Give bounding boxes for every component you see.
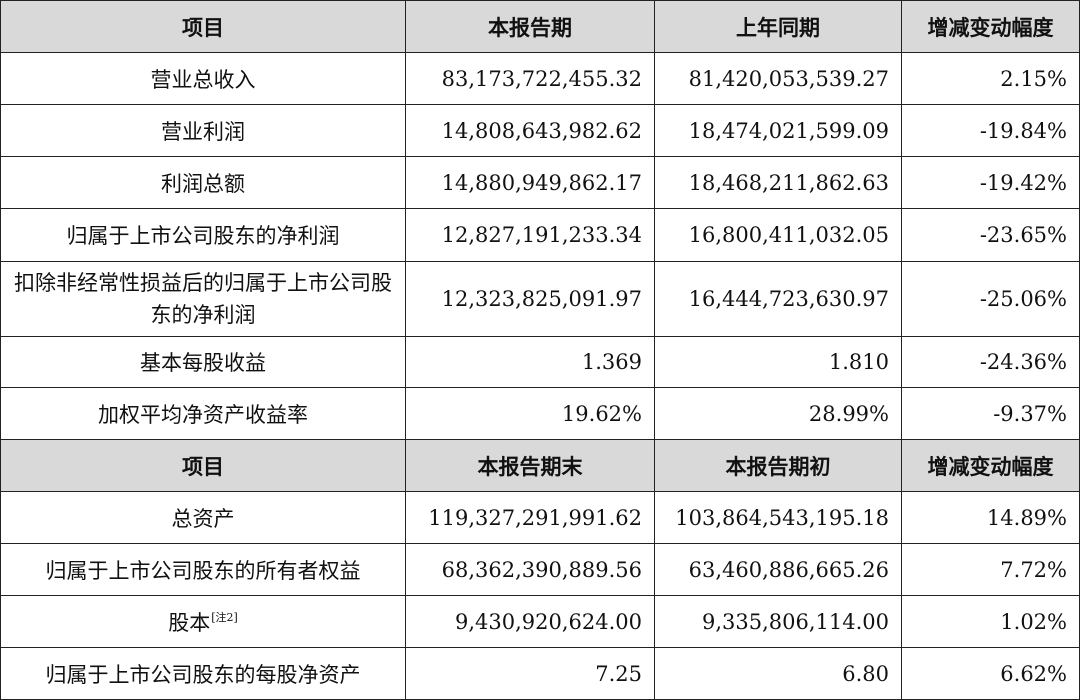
header-item: 项目 (0, 439, 406, 492)
prior-value: 18,474,021,599.09 (654, 104, 902, 157)
prior-value: 16,444,723,630.97 (654, 261, 902, 337)
change-rate: -19.84% (901, 104, 1080, 157)
change-rate: -19.42% (901, 156, 1080, 209)
row-label-share-capital: 股本[注2] (0, 595, 406, 648)
footnote-marker: [注2] (211, 610, 238, 624)
prior-value: 1.810 (654, 336, 902, 388)
current-value: 12,323,825,091.97 (405, 261, 655, 337)
table-row: 归属于上市公司股东的净利润 12,827,191,233.34 16,800,4… (0, 208, 1080, 262)
period-end-value: 7.25 (405, 647, 655, 700)
change-rate: 1.02% (901, 595, 1080, 648)
current-value: 83,173,722,455.32 (405, 52, 655, 105)
row-label: 营业总收入 (0, 52, 406, 105)
header-prior-year-period: 上年同期 (654, 0, 902, 53)
table-row: 营业利润 14,808,643,982.62 18,474,021,599.09… (0, 104, 1080, 157)
header-period-start: 本报告期初 (654, 439, 902, 492)
table-row: 加权平均净资产收益率 19.62% 28.99% -9.37% (0, 387, 1080, 440)
current-value: 1.369 (405, 336, 655, 388)
current-value: 19.62% (405, 387, 655, 440)
table-row: 利润总额 14,880,949,862.17 18,468,211,862.63… (0, 156, 1080, 209)
current-value: 14,880,949,862.17 (405, 156, 655, 209)
header-item: 项目 (0, 0, 406, 53)
prior-value: 81,420,053,539.27 (654, 52, 902, 105)
change-rate: 2.15% (901, 52, 1080, 105)
table-row: 基本每股收益 1.369 1.810 -24.36% (0, 336, 1080, 388)
row-label: 股本 (168, 610, 211, 635)
row-label: 归属于上市公司股东的净利润 (0, 208, 406, 262)
row-label: 营业利润 (0, 104, 406, 157)
change-rate: 6.62% (901, 647, 1080, 700)
current-value: 14,808,643,982.62 (405, 104, 655, 157)
row-label: 扣除非经常性损益后的归属于上市公司股东的净利润 (0, 261, 406, 337)
header-current-period: 本报告期 (405, 0, 655, 53)
header-row-period-end: 项目 本报告期末 本报告期初 增减变动幅度 (0, 439, 1080, 492)
row-label: 归属于上市公司股东的每股净资产 (0, 647, 406, 700)
row-label: 总资产 (0, 491, 406, 544)
table-row: 总资产 119,327,291,991.62 103,864,543,195.1… (0, 491, 1080, 544)
period-start-value: 103,864,543,195.18 (654, 491, 902, 544)
period-start-value: 6.80 (654, 647, 902, 700)
prior-value: 28.99% (654, 387, 902, 440)
current-value: 12,827,191,233.34 (405, 208, 655, 262)
change-rate: 14.89% (901, 491, 1080, 544)
table-row: 归属于上市公司股东的所有者权益 68,362,390,889.56 63,460… (0, 543, 1080, 596)
prior-value: 18,468,211,862.63 (654, 156, 902, 209)
row-label: 利润总额 (0, 156, 406, 209)
table-row: 归属于上市公司股东的每股净资产 7.25 6.80 6.62% (0, 647, 1080, 700)
change-rate: -25.06% (901, 261, 1080, 337)
change-rate: -24.36% (901, 336, 1080, 388)
header-row-current-period: 项目 本报告期 上年同期 增减变动幅度 (0, 0, 1080, 53)
change-rate: 7.72% (901, 543, 1080, 596)
period-end-value: 9,430,920,624.00 (405, 595, 655, 648)
row-label: 加权平均净资产收益率 (0, 387, 406, 440)
period-start-value: 63,460,886,665.26 (654, 543, 902, 596)
period-end-value: 68,362,390,889.56 (405, 543, 655, 596)
prior-value: 16,800,411,032.05 (654, 208, 902, 262)
table-row: 股本[注2] 9,430,920,624.00 9,335,806,114.00… (0, 595, 1080, 648)
period-start-value: 9,335,806,114.00 (654, 595, 902, 648)
row-label: 基本每股收益 (0, 336, 406, 388)
header-change-rate: 增减变动幅度 (901, 439, 1080, 492)
change-rate: -9.37% (901, 387, 1080, 440)
header-period-end: 本报告期末 (405, 439, 655, 492)
header-change-rate: 增减变动幅度 (901, 0, 1080, 53)
change-rate: -23.65% (901, 208, 1080, 262)
period-end-value: 119,327,291,991.62 (405, 491, 655, 544)
table-row: 扣除非经常性损益后的归属于上市公司股东的净利润 12,323,825,091.9… (0, 261, 1080, 337)
row-label: 归属于上市公司股东的所有者权益 (0, 543, 406, 596)
table-row: 营业总收入 83,173,722,455.32 81,420,053,539.2… (0, 52, 1080, 105)
